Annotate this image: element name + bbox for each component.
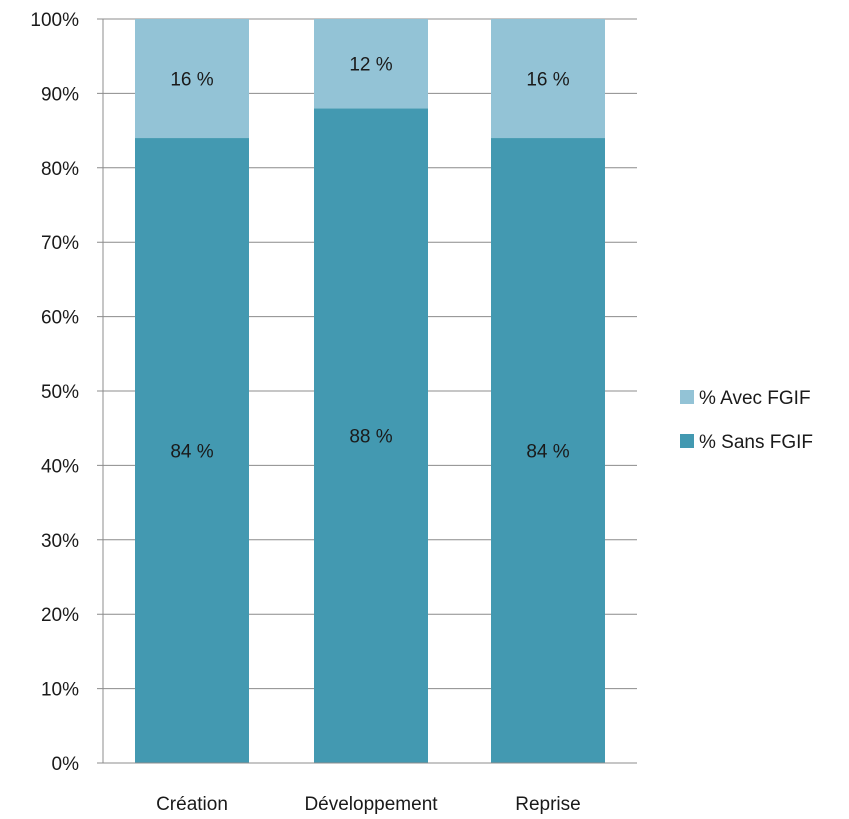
legend-swatch bbox=[680, 390, 694, 404]
legend: % Avec FGIF % Sans FGIF bbox=[680, 388, 813, 453]
y-tick-label: 40% bbox=[41, 456, 79, 477]
data-labels: 84 % 16 % 88 % 12 % 84 % 16 % bbox=[170, 55, 569, 463]
bar-value-label: 12 % bbox=[349, 55, 392, 76]
bar-segment-sans-fgif bbox=[314, 108, 428, 763]
y-tick-label: 90% bbox=[41, 84, 79, 105]
bar-value-label: 84 % bbox=[526, 442, 569, 463]
axes bbox=[102, 19, 637, 764]
y-axis-tick-labels: 0% 10% 20% 30% 40% 50% 60% 70% 80% 90% 100% bbox=[30, 10, 79, 775]
bar-value-label: 16 % bbox=[170, 70, 213, 91]
y-tick-label: 70% bbox=[41, 233, 79, 254]
bar-value-label: 84 % bbox=[170, 442, 213, 463]
y-tick-label: 20% bbox=[41, 605, 79, 626]
x-tick-label: Reprise bbox=[515, 794, 580, 815]
legend-swatch bbox=[680, 434, 694, 448]
x-tick-label: Développement bbox=[304, 794, 438, 815]
bar-segment-avec-fgif bbox=[314, 19, 428, 109]
bar-segment-sans-fgif bbox=[491, 138, 605, 764]
y-tick-label: 80% bbox=[41, 159, 79, 180]
bar-value-label: 16 % bbox=[526, 70, 569, 91]
y-tick-label: 50% bbox=[41, 382, 79, 403]
bars bbox=[135, 19, 605, 764]
bar-segment-avec-fgif bbox=[491, 19, 605, 139]
y-tick-label: 100% bbox=[30, 10, 79, 31]
bar-value-label: 88 % bbox=[349, 427, 392, 448]
bar-segment-sans-fgif bbox=[135, 138, 249, 764]
y-tick-label: 30% bbox=[41, 531, 79, 552]
bar-segment-avec-fgif bbox=[135, 19, 249, 139]
y-tick-label: 0% bbox=[52, 754, 80, 775]
x-axis-tick-labels: Création Développement Reprise bbox=[156, 794, 581, 815]
y-tick-label: 60% bbox=[41, 308, 79, 329]
legend-label: % Sans FGIF bbox=[699, 432, 813, 453]
x-tick-label: Création bbox=[156, 794, 228, 815]
y-tick-label: 10% bbox=[41, 680, 79, 701]
legend-label: % Avec FGIF bbox=[699, 388, 811, 409]
